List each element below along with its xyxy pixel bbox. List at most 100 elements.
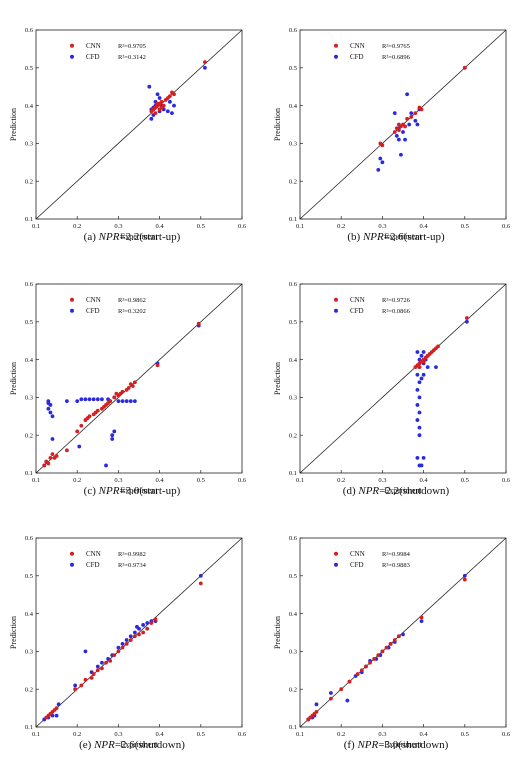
legend-label: CNN: [86, 42, 101, 50]
x-tick-label: 0.4: [420, 477, 429, 484]
reference-line: [35, 29, 243, 220]
data-point-cnn: [155, 363, 160, 368]
legend-label: CFD: [86, 307, 100, 315]
x-tick-label: 0.5: [197, 223, 205, 230]
data-point-cnn: [196, 321, 201, 326]
data-point-cnn: [46, 461, 51, 466]
data-point-cfd: [405, 92, 410, 97]
data-point-cfd: [46, 401, 51, 405]
x-tick-label: 0.4: [156, 731, 165, 738]
data-point-cfd: [145, 621, 150, 625]
legend-marker-cfd: [334, 54, 338, 59]
data-point-cfd: [141, 623, 146, 627]
data-point-cnn: [384, 645, 389, 650]
data-point-cnn: [112, 653, 117, 658]
x-tick-label: 0.6: [502, 477, 511, 484]
legend-label: CFD: [350, 561, 364, 569]
y-axis-label: Prediction: [273, 616, 282, 649]
data-point-cnn: [89, 675, 94, 680]
x-tick-label: 0.2: [337, 731, 345, 738]
y-tick-label: 0.4: [25, 103, 34, 110]
data-point-cnn: [392, 130, 397, 134]
legend-r2: R²=0.0866: [382, 308, 411, 315]
data-point-cnn: [79, 423, 84, 428]
data-point-cnn: [128, 638, 133, 642]
data-point-cnn: [132, 380, 137, 385]
data-point-cnn: [339, 687, 344, 692]
legend-marker-cnn: [334, 297, 338, 302]
reference-line: [299, 283, 507, 474]
x-axis-label: Experiment: [384, 740, 422, 749]
x-tick-label: 0.6: [502, 731, 511, 738]
data-point-cnn: [50, 452, 55, 456]
legend-r2: R²=0.9862: [118, 297, 146, 304]
y-axis-label: Prediction: [273, 362, 282, 395]
y-tick-label: 0.5: [289, 319, 297, 326]
data-point-cnn: [87, 414, 92, 419]
data-point-cfd: [401, 130, 405, 134]
data-point-cnn: [347, 679, 352, 684]
legend-r2: R²=0.3202: [118, 308, 146, 315]
y-tick-label: 0.4: [25, 357, 34, 364]
data-point-cfd: [421, 455, 426, 460]
data-point-cfd: [198, 573, 203, 578]
y-tick-label: 0.6: [25, 535, 34, 542]
data-point-cfd: [417, 395, 422, 400]
legend-label: CFD: [86, 53, 100, 61]
data-point-cfd: [135, 624, 139, 629]
y-tick-label: 0.4: [289, 357, 298, 364]
data-point-cfd: [65, 399, 69, 404]
data-point-cnn: [153, 617, 158, 622]
data-point-cnn: [95, 668, 100, 673]
y-tick-label: 0.3: [289, 649, 297, 656]
data-point-cfd: [464, 319, 469, 324]
data-point-cfd: [314, 702, 319, 707]
data-point-cnn: [464, 316, 469, 320]
data-point-cnn: [417, 365, 422, 370]
data-point-cnn: [54, 706, 59, 710]
data-point-cnn: [396, 122, 401, 127]
y-tick-label: 0.5: [25, 573, 33, 580]
x-tick-label: 0.3: [114, 731, 122, 738]
data-point-cfd: [165, 109, 170, 114]
data-point-cnn: [75, 429, 80, 434]
y-tick-label: 0.6: [25, 281, 34, 288]
y-tick-label: 0.4: [289, 611, 298, 618]
data-point-cnn: [95, 408, 100, 413]
scatter-plot: 0.10.1 0.2 0.2 0.3 0.3 0.4 0.4 0.5 0.5 0.6 0.6 Expe…: [9, 535, 247, 749]
x-tick-label: 0.6: [238, 731, 247, 738]
chart-caption: (e) NPR=2.6(shutdown): [79, 739, 185, 751]
scatter-plot: 0.10.1 0.2 0.2 0.3 0.3 0.4 0.4 0.5 0.5 0.6 0.6 Expe…: [273, 27, 511, 241]
x-tick-label: 0.1: [32, 477, 40, 484]
data-point-cfd: [417, 410, 422, 415]
chart-caption: (a) NPR=2.2(start-up): [83, 231, 181, 243]
legend-r2: R²=0.9734: [118, 562, 147, 569]
y-tick-label: 0.5: [25, 319, 33, 326]
plot-frame: [35, 29, 243, 220]
legend-marker-cnn: [334, 551, 338, 556]
data-point-cnn: [120, 389, 125, 394]
x-tick-label: 0.2: [337, 477, 345, 484]
data-point-cnn: [419, 107, 424, 112]
x-tick-label: 0.5: [461, 731, 469, 738]
data-point-cnn: [100, 666, 104, 671]
y-tick-label: 0.6: [289, 281, 298, 288]
data-point-cfd: [147, 84, 152, 89]
data-point-cfd: [157, 96, 162, 100]
data-point-cfd: [155, 92, 160, 97]
data-point-cfd: [419, 353, 424, 358]
plot-frame: [299, 283, 507, 474]
legend-marker-cfd: [70, 54, 74, 59]
data-point-cfd: [419, 376, 424, 381]
data-point-cfd: [407, 122, 412, 127]
data-point-cfd: [415, 387, 420, 392]
data-point-cnn: [462, 65, 467, 70]
data-point-cfd: [116, 399, 121, 404]
data-point-cfd: [413, 118, 418, 123]
data-point-cnn: [172, 92, 176, 97]
data-point-cfd: [345, 698, 350, 703]
y-axis-label: Prediction: [9, 362, 18, 395]
y-tick-label: 0.1: [289, 470, 297, 477]
data-point-cnn: [388, 641, 393, 646]
x-tick-label: 0.5: [461, 223, 469, 230]
